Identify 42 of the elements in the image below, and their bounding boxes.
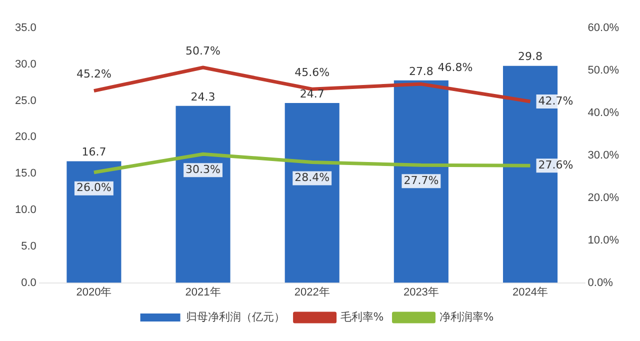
data-label: 16.7 — [82, 146, 106, 159]
bar — [176, 106, 230, 283]
data-label: 42.7% — [538, 94, 574, 108]
data-label: 27.8 — [408, 64, 434, 78]
legend-label: 净利润率% — [439, 310, 494, 324]
y-tick-label: 25.0 — [14, 94, 36, 107]
bar — [394, 80, 448, 283]
x-tick-label: 2020年 — [76, 286, 112, 298]
data-label: 29.8 — [518, 50, 543, 64]
data-label: 24.7 — [300, 87, 324, 100]
y2-tick-label: 40.0% — [588, 106, 620, 119]
y-tick-label: 10.0 — [14, 204, 36, 216]
legend-label: 归母净利润（亿元） — [186, 310, 285, 324]
legend-label: 毛利率% — [340, 310, 384, 324]
data-label: 26.0% — [76, 181, 112, 194]
y2-tick-label: 30.0% — [588, 149, 620, 162]
data-label: 24.3 — [190, 90, 216, 104]
x-tick-label: 2021年 — [185, 286, 221, 298]
y2-tick-label: 0.0% — [588, 276, 614, 289]
data-label: 28.4% — [294, 171, 330, 184]
x-tick-label: 2023年 — [403, 286, 439, 298]
data-label: 45.2% — [76, 68, 112, 81]
bar — [66, 161, 122, 283]
y2-tick-label: 20.0% — [588, 192, 620, 204]
data-label: 30.3% — [186, 162, 221, 176]
data-label: 46.8% — [438, 60, 473, 74]
y2-tick-label: 10.0% — [588, 234, 620, 246]
data-label: 45.6% — [294, 66, 330, 80]
y2-tick-label: 50.0% — [588, 64, 620, 76]
data-label: 27.6% — [538, 158, 574, 172]
y2-tick-label: 60.0% — [588, 22, 620, 34]
y-tick-label: 35.0 — [14, 22, 36, 34]
bar — [284, 102, 340, 283]
data-label: 50.7% — [186, 44, 221, 58]
y-tick-label: 30.0 — [14, 58, 36, 70]
x-tick-label: 2022年 — [294, 286, 330, 298]
y-tick-label: 15.0 — [14, 168, 36, 180]
y-tick-label: 0.0 — [21, 276, 36, 289]
y-tick-label: 20.0 — [14, 131, 36, 144]
y-tick-label: 5.0 — [21, 240, 36, 252]
data-label: 27.7% — [404, 174, 439, 188]
x-tick-label: 2024年 — [512, 286, 548, 298]
